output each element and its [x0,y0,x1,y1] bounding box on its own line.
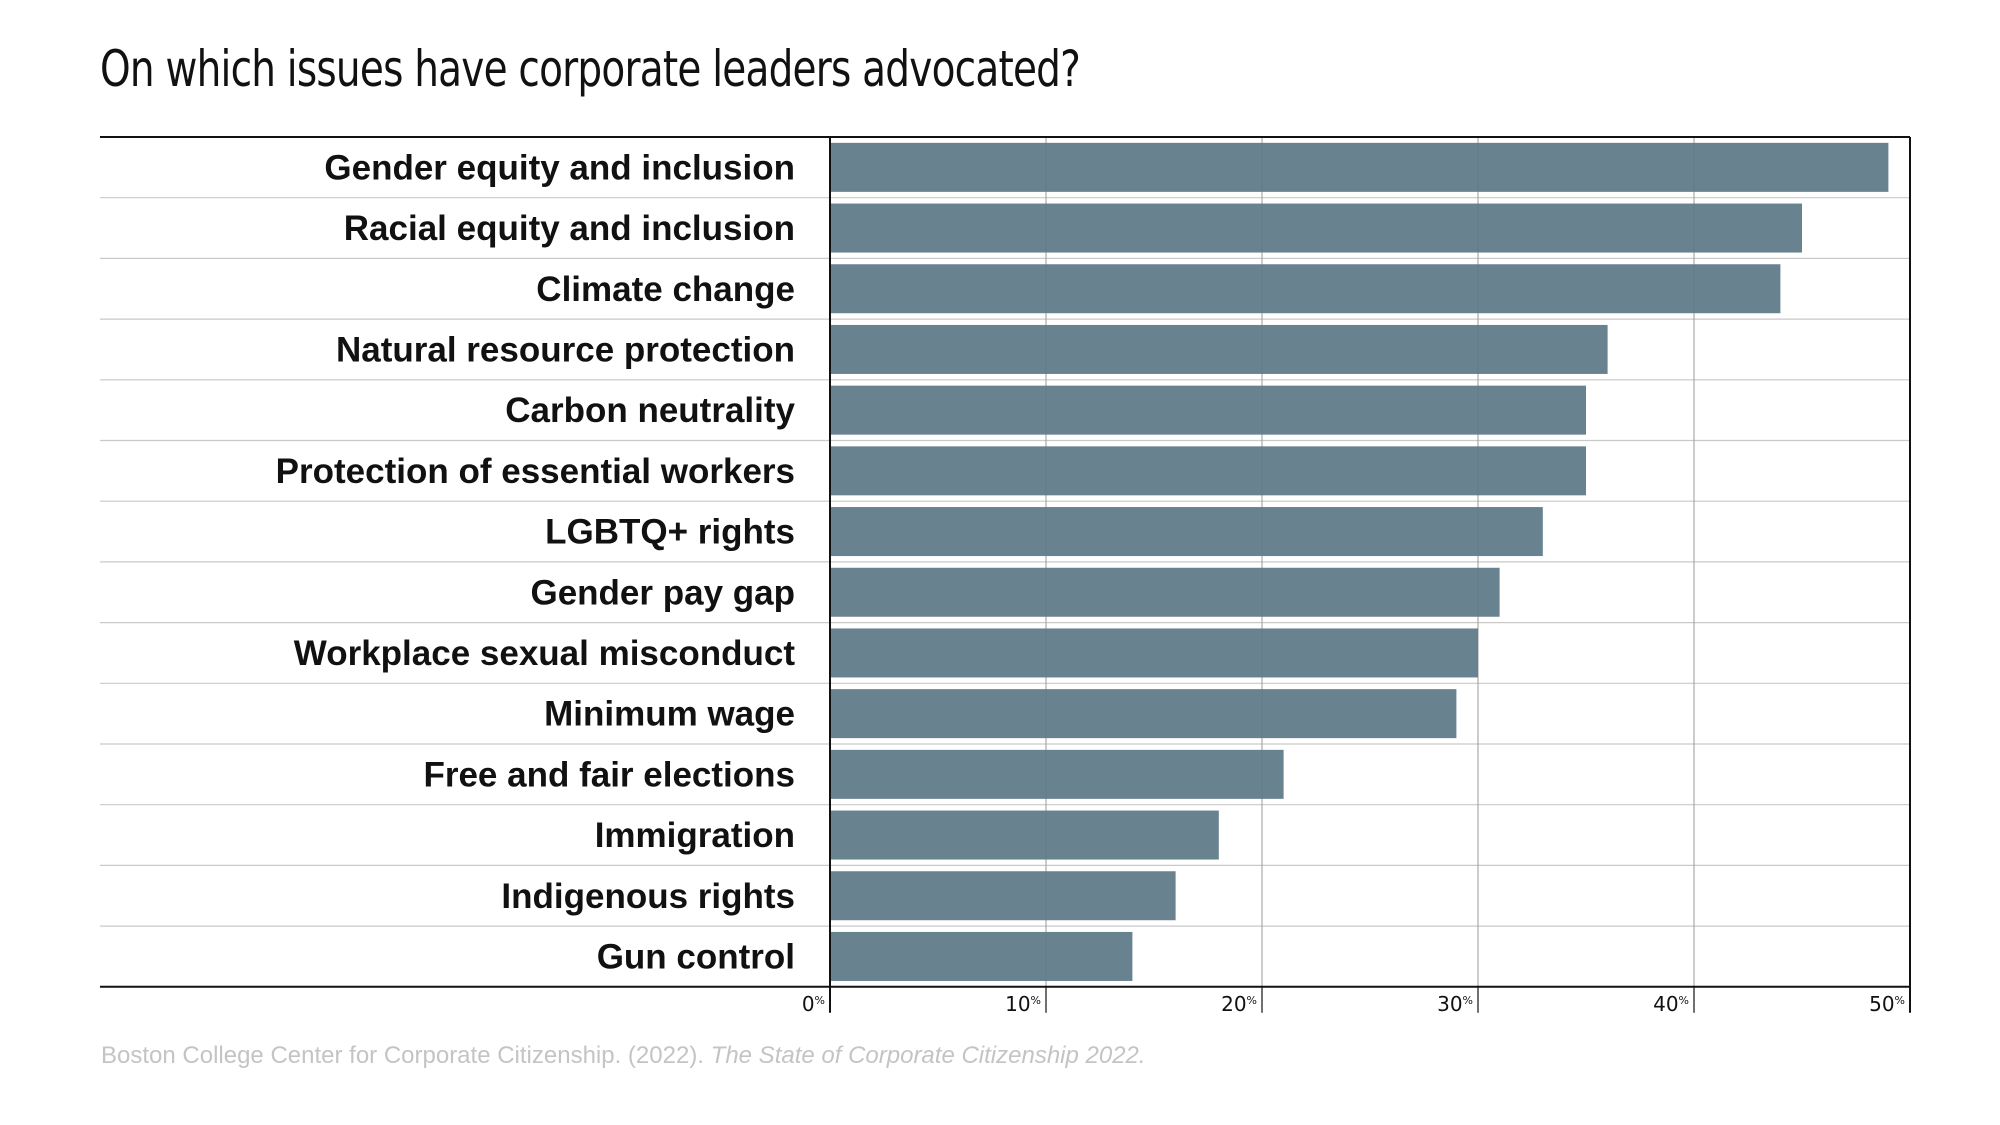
axes [100,136,1911,1013]
x-tick-label: 40% [1653,992,1689,1016]
source-text: Boston College Center for Corporate Citi… [101,1042,711,1069]
x-tick-label: 20% [1221,992,1257,1016]
bar [830,749,1284,799]
category-labels: Gender equity and inclusion Racial equity… [276,148,796,976]
category-label: Gender equity and inclusion [324,148,795,187]
category-label: Gender pay gap [530,573,795,612]
x-tick-label: 30% [1437,992,1473,1016]
bar [830,507,1543,557]
row-separators [100,197,1910,927]
bar [830,628,1478,678]
bar [830,931,1133,981]
category-label: Workplace sexual misconduct [294,634,796,673]
bar [830,810,1219,860]
category-label: Indigenous rights [501,877,795,916]
category-label: LGBTQ+ rights [545,513,795,552]
bar [830,264,1781,314]
category-label: Carbon neutrality [505,391,795,430]
category-label: Climate change [536,270,795,309]
source-title: The State of Corporate Citizenship 2022. [710,1042,1146,1069]
bar [830,567,1500,617]
chart-title: On which issues have corporate leaders a… [100,40,1081,98]
x-tick-label: 50% [1869,992,1905,1016]
bar [830,871,1176,921]
x-tick-label: 10% [1005,992,1041,1016]
x-tick-labels: 0% 10% 20% 30% 40% 50% [802,992,1905,1016]
bar [830,324,1608,374]
source-citation: Boston College Center for Corporate Citi… [101,1042,1146,1070]
bar [830,446,1586,496]
category-label: Immigration [595,816,795,855]
bar [830,142,1889,192]
bar [830,689,1457,739]
category-label: Racial equity and inclusion [344,209,795,248]
category-label: Natural resource protection [336,330,795,369]
category-label: Gun control [597,937,795,976]
category-label: Minimum wage [544,695,795,734]
x-tick-label: 0% [802,992,825,1016]
bar [830,385,1586,435]
category-label: Protection of essential workers [276,452,795,491]
category-label: Free and fair elections [423,755,795,794]
bar [830,203,1802,253]
bars [830,142,1889,981]
